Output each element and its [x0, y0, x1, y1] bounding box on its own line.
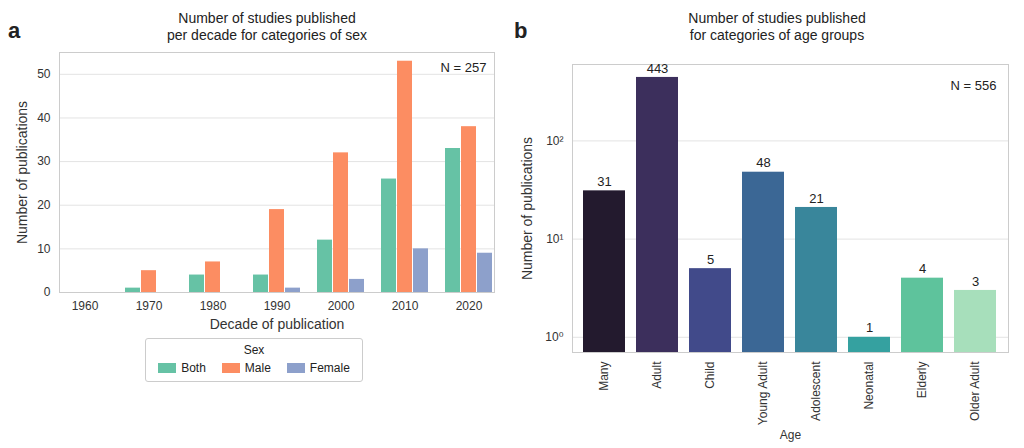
svg-text:Neonatal: Neonatal [862, 362, 876, 410]
svg-text:Elderly: Elderly [915, 362, 929, 399]
svg-text:40: 40 [37, 111, 51, 125]
svg-text:Number of publications: Number of publications [519, 137, 535, 280]
html-text:Number of studies published fo: Number of studies published for categori… [688, 10, 866, 43]
svg-text:1970: 1970 [136, 299, 163, 313]
svg-text:10: 10 [37, 242, 51, 256]
svg-text:5: 5 [707, 252, 714, 267]
html-text:Female: Female [309, 361, 350, 375]
html-text:Sex: Sex [243, 343, 265, 357]
svg-text:N = 257: N = 257 [441, 60, 487, 75]
html-text:Both: Both [181, 361, 206, 375]
svg-text:2010: 2010 [392, 299, 419, 313]
svg-text:0: 0 [44, 285, 51, 299]
svg-text:Older Adult: Older Adult [968, 361, 982, 421]
html-text:a: a [8, 18, 21, 43]
svg-text:Decade of publication: Decade of publication [210, 316, 345, 332]
svg-text:Young Adult: Young Adult [756, 361, 770, 425]
svg-text:3: 3 [972, 274, 979, 289]
svg-text:1960: 1960 [72, 299, 99, 313]
svg-text:20: 20 [37, 198, 51, 212]
svg-text:31: 31 [597, 174, 611, 189]
svg-text:4: 4 [919, 261, 926, 276]
html-text:b: b [514, 18, 528, 43]
svg-text:21: 21 [809, 191, 823, 206]
svg-text:10²: 10² [546, 134, 563, 148]
svg-text:Age: Age [780, 428, 802, 442]
svg-text:Many: Many [597, 362, 611, 391]
svg-text:N = 556: N = 556 [951, 78, 997, 93]
svg-text:2020: 2020 [456, 299, 483, 313]
html-text:Male: Male [244, 361, 271, 375]
svg-text:30: 30 [37, 154, 51, 168]
svg-text:443: 443 [647, 61, 669, 76]
svg-text:Number of publications: Number of publications [14, 101, 30, 244]
svg-text:1990: 1990 [264, 299, 291, 313]
svg-text:Adult: Adult [650, 361, 664, 389]
svg-text:1: 1 [866, 320, 873, 335]
svg-text:2000: 2000 [328, 299, 355, 313]
svg-text:Adolescent: Adolescent [809, 361, 823, 421]
svg-text:Child: Child [703, 362, 717, 389]
svg-text:48: 48 [756, 155, 770, 170]
html-text:Number of studies published pe: Number of studies published per decade f… [167, 10, 367, 43]
svg-text:10¹: 10¹ [546, 232, 563, 246]
svg-text:10⁰: 10⁰ [545, 330, 563, 344]
svg-text:1980: 1980 [200, 299, 227, 313]
svg-text:50: 50 [37, 67, 51, 81]
